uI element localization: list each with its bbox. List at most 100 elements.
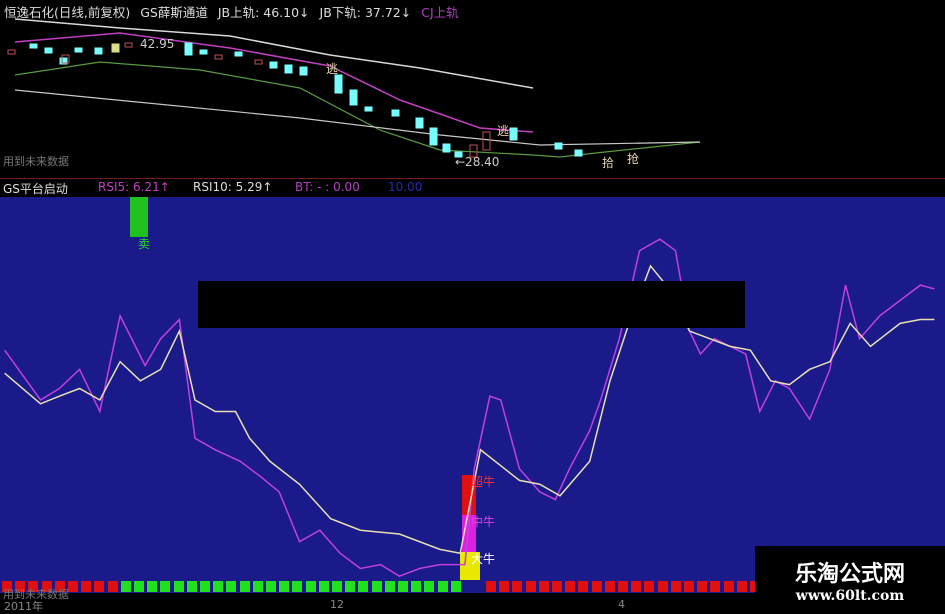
red-signal-block (684, 581, 694, 592)
watermark-url: www.60lt.com (795, 588, 905, 604)
candlestick (442, 143, 451, 153)
future-data-note: 用到未来数据 (3, 155, 69, 168)
axis-label: 4 (618, 598, 625, 611)
red-signal-block (736, 581, 747, 592)
red-signal-block (565, 581, 576, 592)
price-chart-svg (7, 18, 701, 158)
red-signal-block (710, 581, 721, 592)
red-signal-block (604, 581, 615, 592)
signal-strip (0, 580, 945, 593)
green-signal-block (266, 581, 276, 592)
red-signal-block (41, 581, 52, 592)
red-signal-block (657, 581, 668, 592)
candlestick (59, 57, 68, 65)
candlestick (61, 54, 70, 64)
big-bull-label: 大牛 (471, 552, 496, 566)
date-axis: 用到未来数据 2011年 12 4 (0, 588, 755, 613)
red-signal-block (54, 581, 65, 592)
green-signal-block (371, 581, 382, 592)
candlestick (29, 43, 38, 49)
candlestick (7, 49, 16, 55)
candlestick (284, 64, 293, 74)
watermark: 乐淘公式网 www.60lt.com (755, 546, 945, 609)
candlestick (429, 127, 438, 146)
green-signal-block (398, 581, 408, 592)
green-signal-block (424, 581, 435, 592)
green-signal-block (160, 581, 171, 592)
candlestick (349, 89, 358, 106)
chart-title-bar: 恒逸石化(日线,前复权) GS薛斯通道 JB上轨: 46.10↓ JB下轨: 3… (4, 2, 465, 21)
green-signal-block (134, 581, 144, 592)
escape-signal: 逃 (326, 62, 339, 76)
price-chart-panel[interactable]: 恒逸石化(日线,前复权) GS薛斯通道 JB上轨: 46.10↓ JB下轨: 3… (0, 0, 945, 178)
indicator-panel[interactable]: 卖 超牛 中牛 大牛 (0, 197, 945, 580)
super-bull-label: 超牛 (471, 475, 496, 489)
red-signal-block (94, 581, 105, 592)
candlestick (334, 74, 343, 94)
indicator-title: GS平台启动 (3, 182, 68, 196)
green-signal-block (239, 581, 250, 592)
candlestick (254, 59, 263, 65)
green-signal-block (186, 581, 197, 592)
red-signal-block (486, 581, 496, 592)
rsi10-line (4, 264, 935, 555)
green-line (14, 61, 701, 158)
candlestick (554, 142, 563, 150)
candlestick (415, 117, 424, 129)
candlestick (214, 54, 223, 60)
stock-title: 恒逸石化(日线,前复权) (4, 5, 131, 20)
green-signal-block (358, 581, 369, 592)
candlestick (391, 109, 400, 117)
red-signal-block (723, 581, 734, 592)
green-signal-block (173, 581, 184, 592)
redaction-box (198, 281, 745, 328)
candlestick (184, 42, 193, 56)
candlestick (111, 43, 120, 53)
green-signal-block (200, 581, 210, 592)
sell-label: 卖 (138, 237, 151, 251)
mid-purple-line (14, 32, 534, 133)
indicator-name: GS薛斯通道 (140, 5, 208, 20)
candlestick (199, 49, 208, 55)
panel-divider[interactable] (0, 178, 945, 179)
jb-upper: JB上轨: 46.10↓ (217, 5, 310, 20)
cj-upper: CJ上轨 (421, 5, 459, 20)
sell-bar (130, 197, 148, 237)
green-signal-block (318, 581, 329, 592)
green-signal-block (279, 581, 290, 592)
escape-signal: 逃 (497, 124, 510, 138)
candlestick (364, 106, 373, 112)
red-signal-block (525, 581, 536, 592)
green-signal-block (332, 581, 342, 592)
green-signal-block (411, 581, 422, 592)
candlestick (74, 47, 83, 53)
red-signal-block (618, 581, 628, 592)
red-signal-block (538, 581, 549, 592)
upper-band-line (14, 18, 534, 89)
red-signal-block (68, 581, 78, 592)
green-signal-block (384, 581, 395, 592)
candlestick (469, 144, 478, 158)
red-signal-block (107, 581, 118, 592)
low-price-label: ←28.40 (455, 155, 500, 169)
grab-signal: 抢 (627, 152, 640, 166)
axis-label: 12 (330, 598, 344, 611)
green-signal-block (120, 581, 131, 592)
candlestick (482, 131, 491, 151)
candlestick (574, 149, 583, 157)
candlestick (454, 151, 463, 158)
green-signal-block (213, 581, 224, 592)
watermark-title: 乐淘公式网 (794, 561, 905, 587)
bt-value: BT: - : 0.00 (295, 180, 360, 194)
future-data-note: 用到未来数据 (3, 588, 69, 601)
red-signal-block (28, 581, 39, 592)
candlestick (509, 127, 518, 141)
red-signal-block (2, 581, 12, 592)
indicator-header: GS平台启动 RSI5: 6.21↑ RSI10: 5.29↑ BT: - : … (0, 179, 945, 197)
green-signal-block (450, 581, 461, 592)
jb-lower: JB下轨: 37.72↓ (319, 5, 412, 20)
red-signal-block (499, 581, 510, 592)
rsi10-value: RSI10: 5.29↑ (193, 180, 273, 194)
red-signal-block (631, 581, 642, 592)
green-signal-block (305, 581, 316, 592)
